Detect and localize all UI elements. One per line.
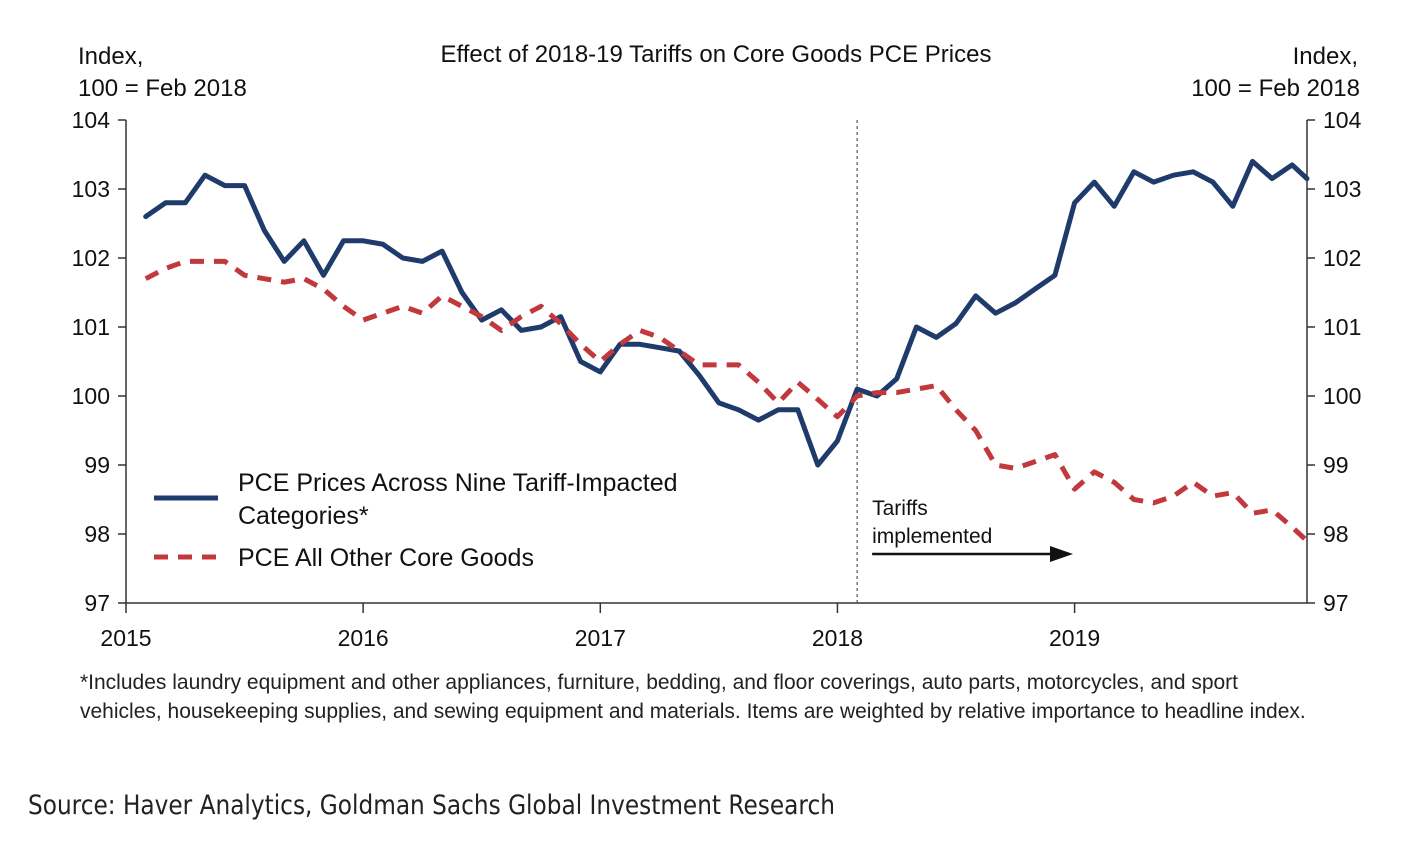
y-tick-label-left-97: 97 <box>84 590 110 616</box>
y-tick-label-right-104: 104 <box>1323 107 1362 133</box>
annotation-text-line2: implemented <box>872 525 992 548</box>
legend-label-tariff-impacted-line1: PCE Prices Across Nine Tariff-Impacted <box>238 469 678 497</box>
x-tick-label-2016: 2016 <box>338 625 389 651</box>
left-axis-title-line2: 100 = Feb 2018 <box>78 75 247 102</box>
y-tick-label-left-103: 103 <box>72 176 110 202</box>
y-tick-label-left-98: 98 <box>84 521 110 547</box>
annotation-arrow-head <box>1050 546 1073 562</box>
series-line-tariff-impacted <box>143 158 1310 468</box>
legend-label-tariff-impacted-line2: Categories* <box>238 502 369 530</box>
annotation-text-line1: Tariffs <box>872 497 928 520</box>
source-note: Source: Haver Analytics, Goldman Sachs G… <box>28 790 835 821</box>
y-tick-label-right-101: 101 <box>1323 314 1361 340</box>
y-tick-label-left-100: 100 <box>72 383 110 409</box>
chart-title: Effect of 2018-19 Tariffs on Core Goods … <box>441 41 992 68</box>
y-tick-label-left-99: 99 <box>84 452 110 478</box>
y-tick-label-right-103: 103 <box>1323 176 1361 202</box>
footnote: *Includes laundry equipment and other ap… <box>80 671 1306 723</box>
x-tick-label-2019: 2019 <box>1049 625 1100 651</box>
legend-label-other-core-goods: PCE All Other Core Goods <box>238 544 534 572</box>
y-tick-label-right-100: 100 <box>1323 383 1361 409</box>
y-tick-label-right-99: 99 <box>1323 452 1349 478</box>
x-tick-label-2015: 2015 <box>100 625 151 651</box>
right-axis-title-line2: 100 = Feb 2018 <box>1191 75 1360 102</box>
left-axis-title-line1: Index, <box>78 43 143 70</box>
y-tick-label-left-101: 101 <box>72 314 110 340</box>
y-tick-label-left-102: 102 <box>72 245 110 271</box>
y-tick-label-left-104: 104 <box>72 107 111 133</box>
x-tick-label-2017: 2017 <box>575 625 626 651</box>
y-tick-label-right-98: 98 <box>1323 521 1349 547</box>
y-tick-label-right-102: 102 <box>1323 245 1361 271</box>
x-tick-label-2018: 2018 <box>812 625 863 651</box>
y-tick-label-right-97: 97 <box>1323 590 1349 616</box>
series-line-other-core-goods <box>144 258 1309 543</box>
right-axis-title-line1: Index, <box>1293 43 1358 70</box>
